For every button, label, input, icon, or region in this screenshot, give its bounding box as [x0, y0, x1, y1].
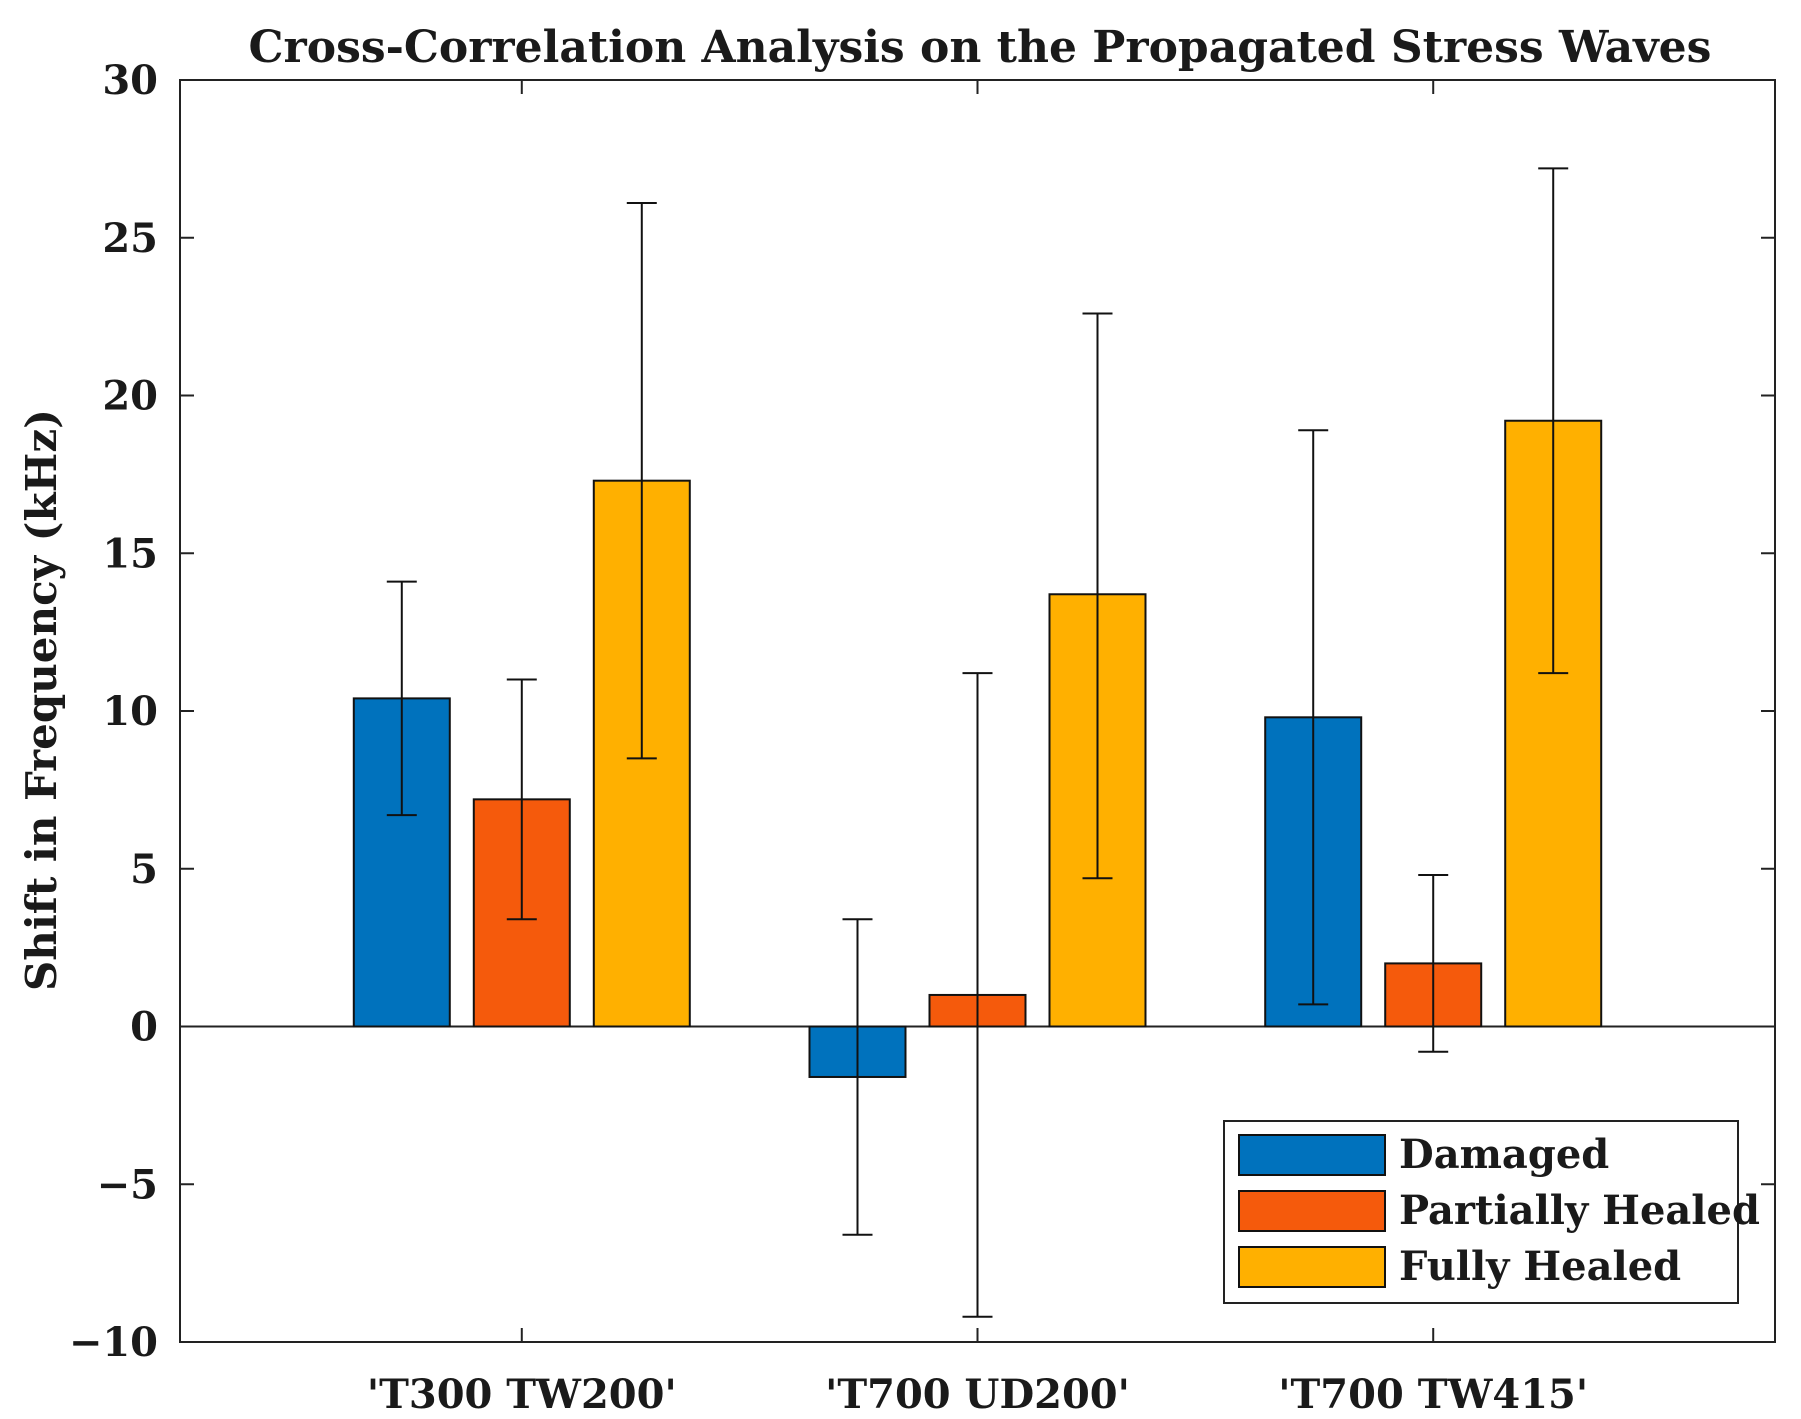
- y-tick-label: 0: [130, 1004, 158, 1051]
- plot-area: −10 −5 0 5 10 15 20 25 30 'T300 TW200' 'T700 UD200…: [69, 57, 1776, 1418]
- y-tick-label: 20: [102, 373, 158, 420]
- x-tick-label: 'T700 UD200': [825, 1371, 1130, 1418]
- legend-label: Damaged: [1399, 1131, 1609, 1178]
- y-tick-label: 10: [102, 688, 158, 735]
- legend: Damaged Partially Healed Fully Healed: [1223, 1120, 1760, 1304]
- y-tick-label: 5: [130, 846, 158, 893]
- legend-swatch: [1238, 1190, 1386, 1232]
- y-tick-label: −5: [97, 1161, 158, 1208]
- chart-title: Cross-Correlation Analysis on the Propag…: [249, 22, 1712, 73]
- y-tick-label: 15: [102, 530, 158, 577]
- legend-swatch: [1238, 1246, 1386, 1288]
- y-tick-label: 25: [102, 215, 158, 262]
- legend-label: Partially Healed: [1399, 1187, 1760, 1234]
- y-tick-label: 30: [102, 57, 158, 104]
- x-tick-label: 'T300 TW200': [367, 1371, 677, 1418]
- y-tick-label: −10: [69, 1319, 158, 1366]
- y-axis-label: Shift in Frequency (kHz): [17, 409, 66, 991]
- legend-swatch: [1238, 1134, 1386, 1176]
- x-tick-label: 'T700 TW415': [1278, 1371, 1588, 1418]
- legend-label: Fully Healed: [1399, 1243, 1681, 1290]
